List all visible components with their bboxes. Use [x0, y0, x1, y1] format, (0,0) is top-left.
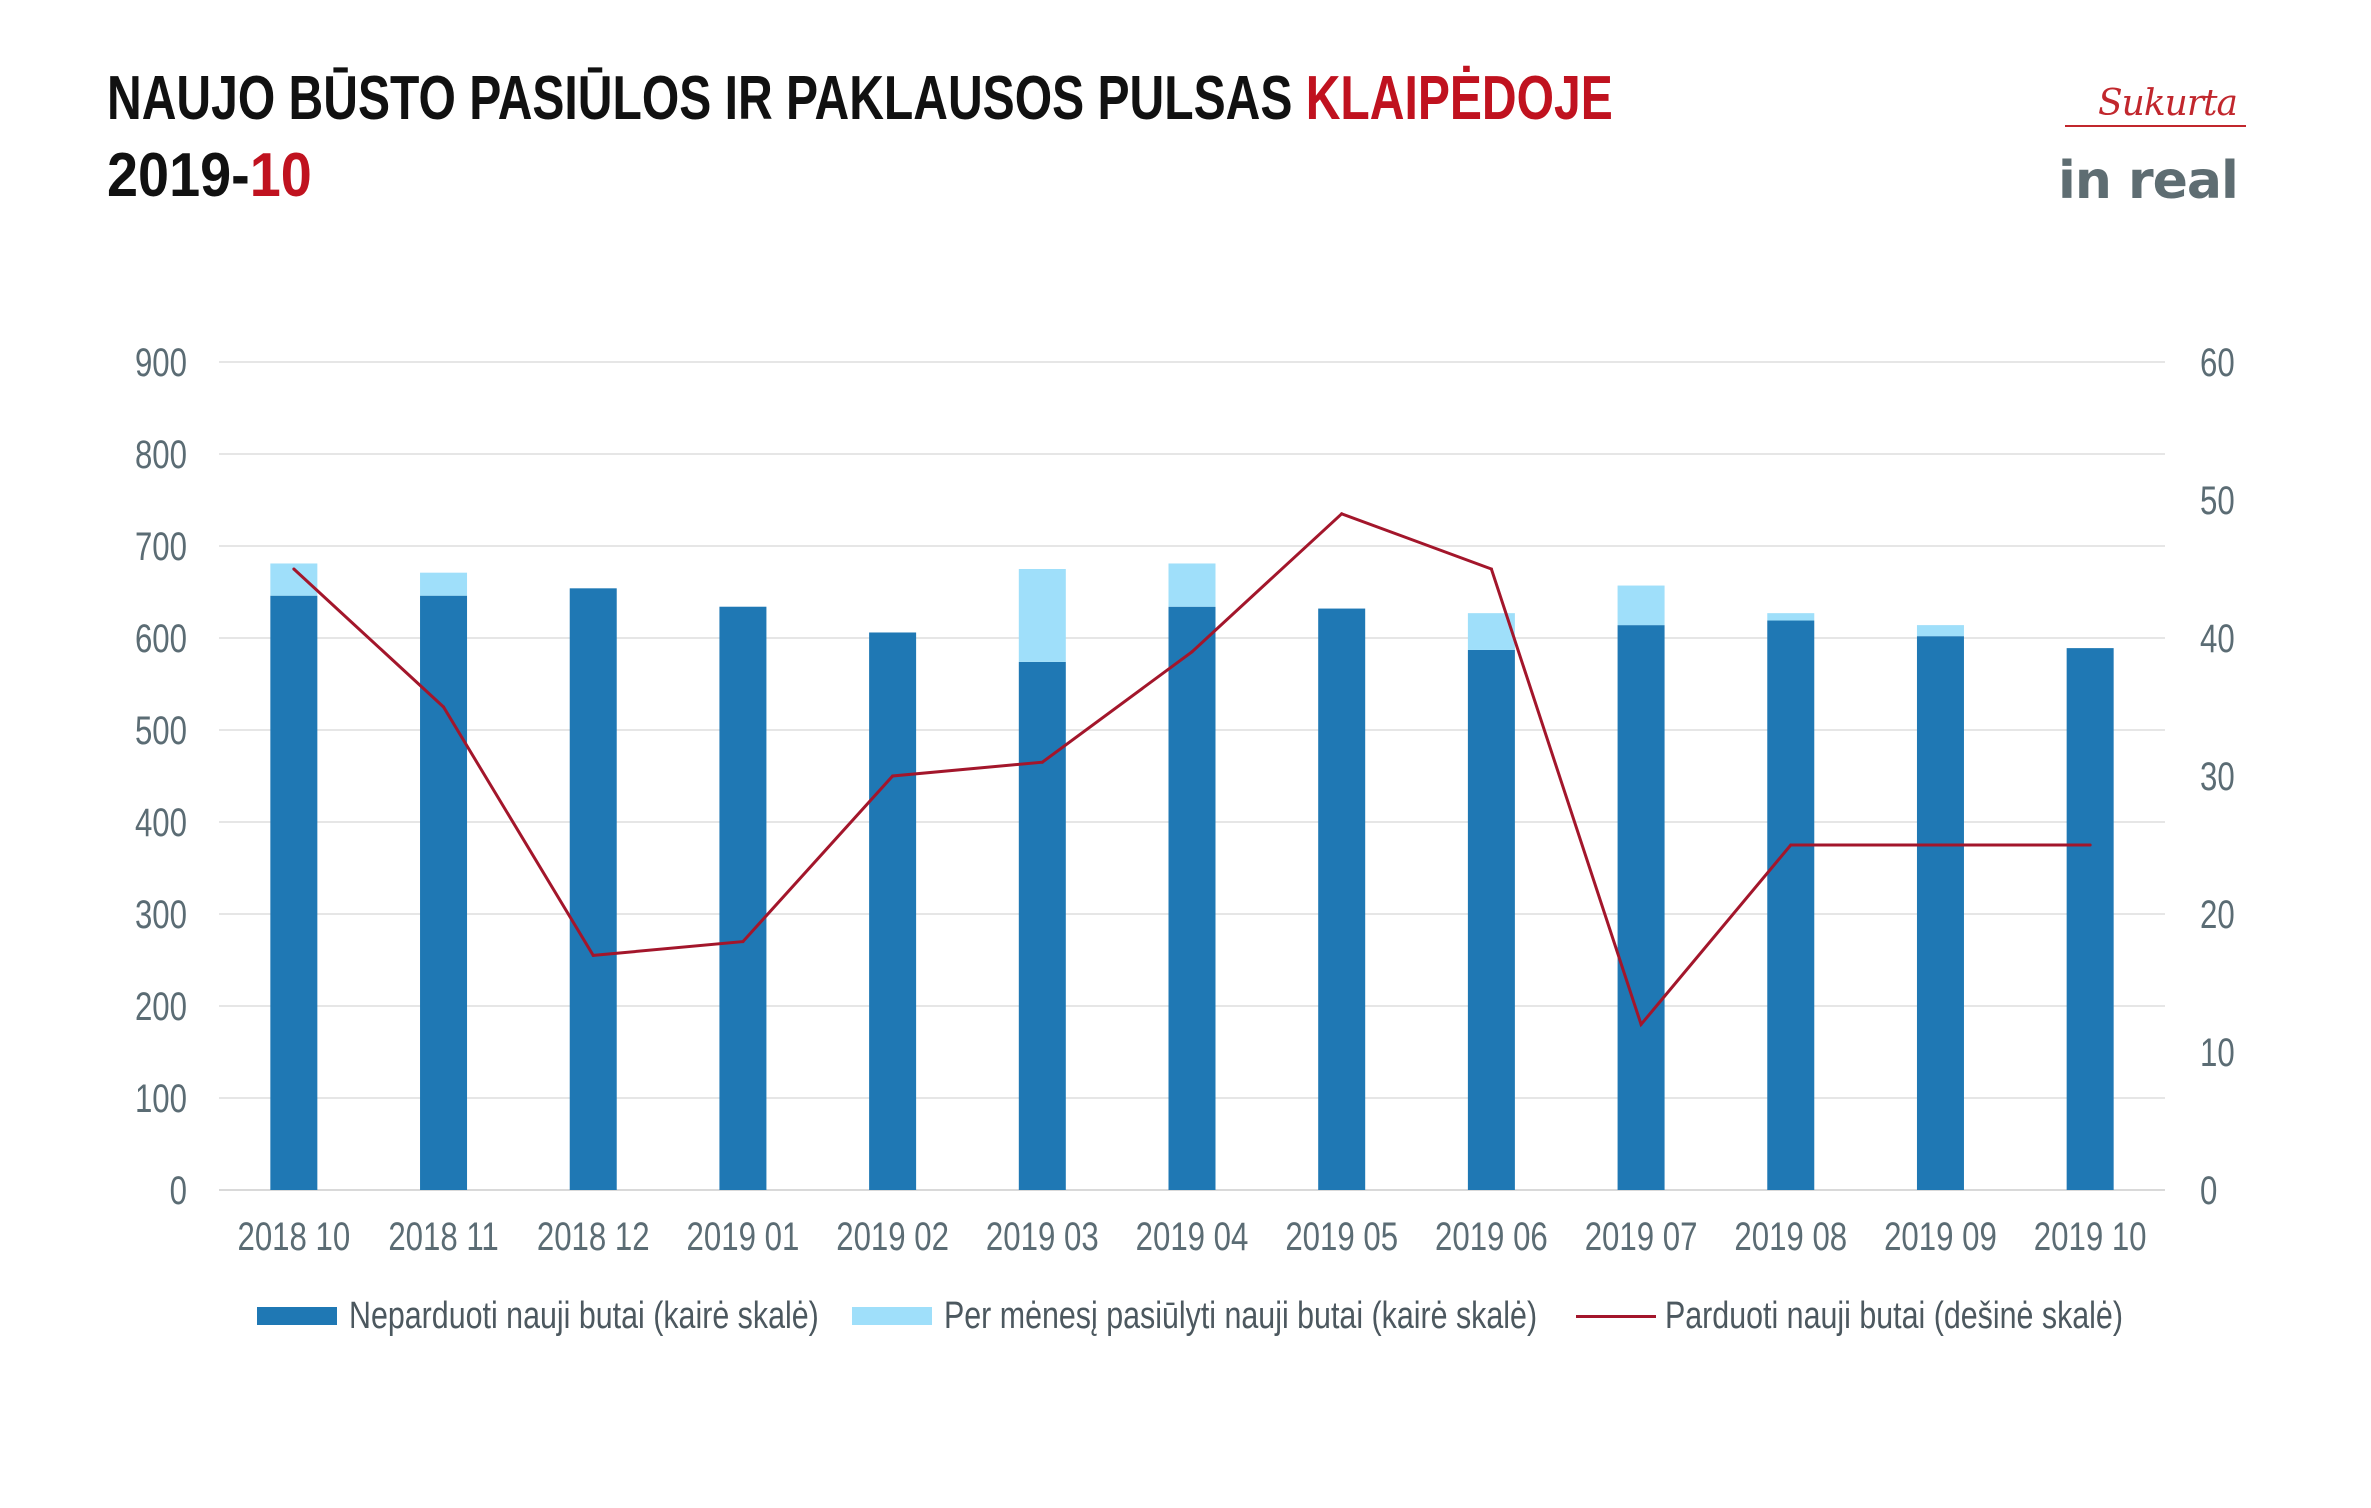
x-category-label: 2018 12	[537, 1214, 650, 1259]
legend-swatch-sold	[1576, 1314, 1656, 1318]
y-left-tick-label: 200	[135, 984, 187, 1029]
title-main: NAUJO BŪSTO PASIŪLOS IR PAKLAUSOS PULSAS	[107, 64, 1306, 133]
x-category-label: 2019 03	[986, 1214, 1099, 1259]
bar-unsold	[1168, 606, 1216, 1190]
sold-line-point	[1639, 1022, 1643, 1026]
bar-offered	[1018, 569, 1066, 662]
x-category-label: 2019 07	[1585, 1214, 1698, 1259]
sold-line-point	[292, 567, 296, 571]
sold-line-point	[1489, 567, 1493, 571]
x-category-label: 2019 04	[1136, 1214, 1249, 1259]
y-left-tick-label: 0	[170, 1168, 187, 1213]
x-category-label: 2018 11	[388, 1214, 498, 1259]
title-city: KLAIPĖDOJE	[1305, 64, 1613, 133]
y-right-tick-label: 0	[2200, 1168, 2217, 1213]
x-category-label: 2019 08	[1734, 1214, 1847, 1259]
axis-labels: 0 100 200 300 400 500 600 700 800 900 0 10 20 30 40 50 6…	[135, 340, 2235, 1259]
sold-line-point	[591, 953, 595, 957]
y-left-tick-label: 600	[135, 616, 187, 661]
y-left-tick-label: 400	[135, 800, 187, 845]
date-month: 10	[249, 141, 312, 210]
sold-line-point	[1938, 843, 1942, 847]
bar-unsold	[1318, 608, 1366, 1190]
legend-label-unsold: Neparduoti nauji butai (kairė skalė)	[349, 1295, 819, 1337]
sold-line-point	[891, 774, 895, 778]
bar-unsold	[1018, 661, 1066, 1190]
y-left-tick-label: 300	[135, 892, 187, 937]
y-left-tick-label: 800	[135, 432, 187, 477]
bar-offered	[1767, 613, 1815, 621]
y-left-tick-label: 100	[135, 1076, 187, 1121]
y-right-tick-label: 20	[2200, 892, 2235, 937]
bar-offered	[420, 572, 468, 596]
bar-unsold	[1467, 649, 1515, 1190]
sold-line-point	[442, 705, 446, 709]
x-category-label: 2019 06	[1435, 1214, 1548, 1259]
page-subtitle-date: 2019-10	[107, 145, 312, 207]
legend-item-unsold: Neparduoti nauji butai (kairė skalė)	[257, 1291, 936, 1341]
legend-label-offered: Per mėnesį pasiūlyti nauji butai (kairė …	[944, 1295, 1538, 1337]
bar-unsold	[2066, 648, 2114, 1190]
bar-unsold	[1617, 625, 1665, 1190]
legend-swatch-offered	[852, 1307, 932, 1325]
x-category-label: 2018 10	[237, 1214, 350, 1259]
bar-unsold	[420, 595, 468, 1190]
logo-inreal: in real	[2058, 151, 2239, 211]
y-right-tick-label: 30	[2200, 754, 2235, 799]
x-category-label: 2019 01	[687, 1214, 800, 1259]
bar-unsold	[719, 606, 767, 1190]
sold-line-point	[1190, 650, 1194, 654]
bar-offered	[1168, 563, 1216, 607]
legend-item-sold: Parduoti nauji butai (dešinė skalė)	[1576, 1291, 2237, 1341]
sold-line-point	[1789, 843, 1793, 847]
sold-line-point	[741, 940, 745, 944]
bar-offered	[1916, 625, 1964, 637]
x-category-label: 2019 10	[2034, 1214, 2147, 1259]
y-left-tick-label: 500	[135, 708, 187, 753]
bar-unsold	[569, 588, 617, 1190]
date-year: 2019-	[107, 141, 250, 210]
x-category-label: 2019 09	[1884, 1214, 1997, 1259]
sold-line-point	[1340, 512, 1344, 516]
sold-line-series	[292, 512, 2092, 1028]
y-right-tick-label: 60	[2200, 340, 2235, 385]
bar-unsold	[270, 595, 318, 1190]
y-right-tick-label: 40	[2200, 616, 2235, 661]
x-category-label: 2019 02	[836, 1214, 949, 1259]
legend-swatch-unsold	[257, 1307, 337, 1325]
logo-divider	[2065, 125, 2246, 127]
bar-unsold	[1767, 620, 1815, 1190]
bar-unsold	[1916, 636, 1964, 1190]
sold-line-point	[2088, 843, 2092, 847]
page-title: NAUJO BŪSTO PASIŪLOS IR PAKLAUSOS PULSAS…	[107, 68, 1613, 130]
logo-made-by: Sukurta	[2098, 83, 2238, 124]
x-category-label: 2019 05	[1285, 1214, 1398, 1259]
legend-label-sold: Parduoti nauji butai (dešinė skalė)	[1665, 1295, 2123, 1337]
legend-item-offered: Per mėnesį pasiūlyti nauji butai (kairė …	[852, 1291, 1685, 1341]
chart: 0 100 200 300 400 500 600 700 800 900 0 10 20 30 40 50 6…	[135, 340, 2235, 1259]
y-left-tick-label: 700	[135, 524, 187, 569]
y-right-tick-label: 50	[2200, 478, 2235, 523]
bar-unsold	[869, 632, 917, 1190]
y-right-tick-label: 10	[2200, 1030, 2235, 1075]
sold-line-point	[1040, 760, 1044, 764]
y-left-tick-label: 900	[135, 340, 187, 385]
bar-offered	[1617, 585, 1665, 626]
